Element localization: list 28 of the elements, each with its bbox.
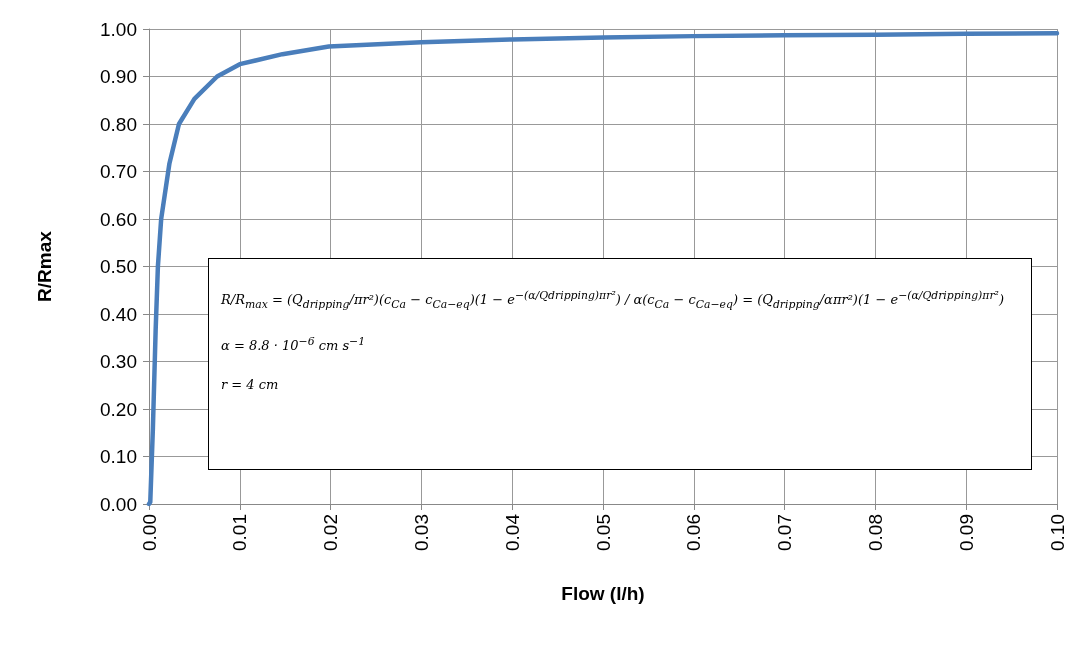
y-tick-label: 0.30 [100, 351, 137, 372]
x-tick-label: 0.08 [864, 514, 886, 551]
y-tick-label: 0.40 [100, 303, 137, 325]
y-tick-label: 0.50 [100, 256, 137, 277]
line-series [146, 31, 1060, 507]
x-tick-label: 0.05 [592, 514, 614, 551]
x-tick-label: 0.06 [683, 514, 705, 551]
y-axis-title: R/Rmax [34, 230, 55, 302]
x-tick-label: 0.07 [774, 514, 796, 551]
y-tick-label: 0.00 [100, 493, 137, 515]
y-tick-label: 0.80 [100, 113, 137, 135]
y-tick-label: 0.70 [100, 161, 137, 182]
annotation: r = 4 cm [221, 377, 280, 393]
y-tick-label: 0.90 [100, 66, 137, 87]
y-tick-label: 0.10 [100, 446, 137, 467]
y-tick-label: 1.00 [100, 18, 137, 40]
x-tick-label: 0.04 [501, 513, 523, 551]
x-tick-label: 0.10 [1046, 514, 1068, 551]
x-tick-label: 0.03 [410, 514, 432, 551]
x-tick-label: 0.09 [955, 514, 977, 551]
annotation: α = 8.8 · 10$^{−6}$ cm s$^{−1}$ [221, 334, 367, 354]
x-axis-title: Flow (l/h) [561, 583, 645, 604]
x-tick-label: 0.01 [229, 514, 251, 551]
x-tick-label: 0.00 [138, 514, 160, 551]
x-tick-label: 0.02 [320, 514, 342, 551]
y-tick-label: 0.60 [100, 208, 137, 230]
y-tick-label: 0.20 [100, 398, 137, 420]
formula-box: R/R$_{max}$ = (Q$_{dripping}$/πr²)(c$_{Ca}$ − c$_{Ca−eq}$)(1 − e$^{−(α/Qdripping)πr²}$) / α(c$_{Ca}$ − c$_{Ca−eq}$) = (Q$_{dripping}$/απr²)(1 − e$^{−(α/Qdripping)πr²}$) α = 8.8 · 10$^{−6}$ cm s$^{−1}$ r = 4 cm [208, 258, 1032, 470]
